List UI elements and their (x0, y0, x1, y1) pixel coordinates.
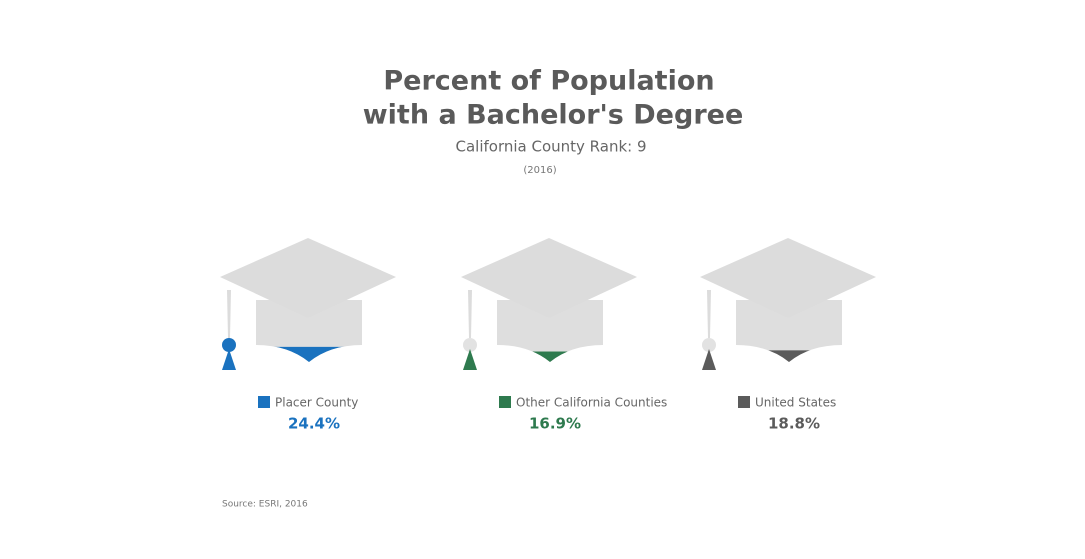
source: Source: ESRI, 2016 (222, 500, 308, 510)
legend-label: Other California Counties (516, 396, 667, 410)
tassel (222, 349, 236, 370)
tassel-knot (222, 338, 236, 352)
legend-label: United States (755, 396, 836, 410)
chart-title: Percent of Population (383, 66, 714, 97)
tassel-cord (227, 290, 231, 338)
tassel (702, 349, 716, 370)
tassel-knot (702, 338, 716, 352)
tassel-cord (468, 290, 472, 338)
value-label: 16.9% (529, 415, 581, 433)
cap-fill (497, 351, 603, 362)
cap-board (700, 238, 876, 318)
value-label: 18.8% (768, 415, 820, 433)
legend-swatch (499, 396, 511, 408)
chart-note: (2016) (523, 165, 556, 176)
legend-label: Placer County (275, 396, 358, 410)
cap-fill (736, 350, 842, 362)
tassel-cord (707, 290, 711, 338)
cap-body (736, 300, 842, 362)
chart-subtitle: California County Rank: 9 (455, 138, 646, 156)
cap-board (461, 238, 637, 318)
cap-body (256, 300, 362, 362)
tassel-knot (463, 338, 477, 352)
cap-body (497, 300, 603, 362)
legend-swatch (258, 396, 270, 408)
legend-swatch (738, 396, 750, 408)
tassel (463, 349, 477, 370)
chart-title: with a Bachelor's Degree (363, 100, 744, 131)
cap-board (220, 238, 396, 318)
value-label: 24.4% (288, 415, 340, 433)
